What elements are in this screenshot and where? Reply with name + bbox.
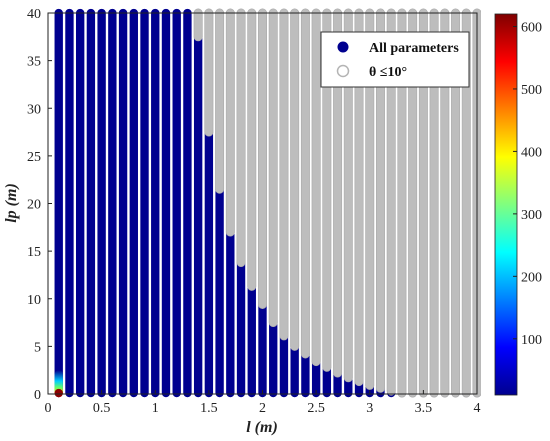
all-parameters-column [215, 185, 224, 398]
theta-column [461, 8, 471, 398]
theta-column [375, 8, 385, 393]
y-tick-label: 0 [34, 388, 41, 403]
colorbar-tick-label: 500 [521, 83, 542, 98]
theta-column [322, 8, 332, 372]
all-parameters-column [151, 8, 160, 398]
theta-column [343, 8, 353, 383]
theta-column [279, 8, 289, 341]
x-tick-label: 2 [259, 401, 266, 416]
all-parameters-column [183, 8, 192, 398]
theta-column [397, 8, 407, 398]
all-parameters-column [236, 258, 246, 398]
legend-box [320, 31, 470, 88]
theta-column [386, 8, 396, 396]
y-tick-label: 5 [34, 340, 41, 355]
x-axis-label: l (m) [246, 419, 278, 436]
x-tick-label: 0 [45, 401, 52, 416]
y-tick-label: 30 [27, 102, 41, 117]
y-tick-label: 15 [27, 245, 41, 260]
theta-column [236, 8, 246, 268]
x-tick-label: 3.5 [415, 401, 433, 416]
colorbar: 100 200 300 400 500 600 [494, 13, 542, 396]
theta-column [429, 8, 439, 398]
all-parameters-column [258, 300, 267, 398]
theta-column [225, 8, 235, 237]
theta-column [247, 8, 257, 291]
all-parameters-column [172, 8, 181, 398]
theta-column [333, 8, 343, 378]
y-tick-label: 25 [27, 150, 41, 165]
x-tick-label: 1.5 [200, 401, 218, 416]
legend-marker-all-parameters [337, 41, 349, 53]
colorbar-tick-label: 300 [521, 208, 542, 223]
legend-label-theta: θ ≤10° [369, 65, 407, 80]
all-parameters-column [311, 357, 321, 398]
theta-column [258, 8, 267, 309]
all-parameters-column [161, 8, 171, 398]
all-parameters-column [140, 8, 149, 398]
theta-column [300, 8, 310, 359]
theta-column [290, 8, 300, 351]
all-parameters-column [86, 8, 96, 398]
all-parameters-column [204, 127, 214, 398]
colorbar-tick-label: 200 [521, 270, 542, 285]
x-tick-label: 2.5 [307, 401, 325, 416]
hot-spot-marker [54, 388, 63, 398]
all-parameters-column [279, 331, 289, 398]
theta-column [268, 8, 278, 328]
all-parameters-column [54, 8, 63, 398]
all-parameters-column [322, 363, 332, 398]
all-parameters-column [118, 8, 128, 398]
colorbar-ticks: 100 200 300 400 500 600 [513, 20, 542, 348]
legend: All parameters θ ≤10° [320, 31, 470, 88]
legend-label-all-parameters: All parameters [369, 41, 459, 56]
theta-column [408, 8, 418, 398]
all-parameters-column [269, 318, 278, 398]
all-parameters-column [226, 227, 235, 398]
x-tick-label: 1 [152, 401, 159, 416]
theta-column [311, 8, 321, 367]
theta-column [440, 8, 450, 398]
theta-column [418, 8, 428, 398]
all-parameters-column [97, 8, 106, 398]
y-tick-label: 10 [27, 293, 41, 308]
theta-column [365, 8, 375, 390]
colorbar-tick-label: 600 [521, 20, 542, 35]
y-tick-label: 35 [27, 55, 41, 70]
theta-column [204, 8, 214, 137]
y-tick-label: 40 [27, 7, 41, 22]
colorbar-tick-label: 100 [521, 333, 542, 348]
all-parameters-column [290, 342, 299, 398]
data-marks [54, 8, 481, 398]
all-parameters-column [75, 8, 85, 398]
colorbar-tick-label: 400 [521, 145, 542, 160]
all-parameters-column [108, 8, 117, 398]
all-parameters-column [301, 349, 310, 398]
all-parameters-column [129, 8, 138, 398]
y-axis: 0 5 10 15 20 25 30 35 40 [27, 7, 52, 403]
theta-column [193, 8, 203, 42]
theta-column [451, 8, 461, 398]
x-tick-label: 0.5 [93, 401, 111, 416]
x-axis: 0 0.5 1 1.5 2 2.5 3 3.5 4 [45, 390, 481, 416]
legend-marker-theta [336, 64, 350, 78]
colorbar-gradient [494, 13, 518, 396]
theta-column [215, 8, 225, 194]
all-parameters-column [247, 282, 256, 398]
y-axis-label: lp (m) [3, 183, 20, 223]
all-parameters-column [65, 8, 74, 398]
x-tick-label: 4 [474, 401, 481, 416]
x-tick-label: 3 [366, 401, 373, 416]
y-tick-label: 20 [27, 198, 41, 213]
all-parameters-column [193, 32, 203, 398]
theta-column [354, 8, 364, 387]
